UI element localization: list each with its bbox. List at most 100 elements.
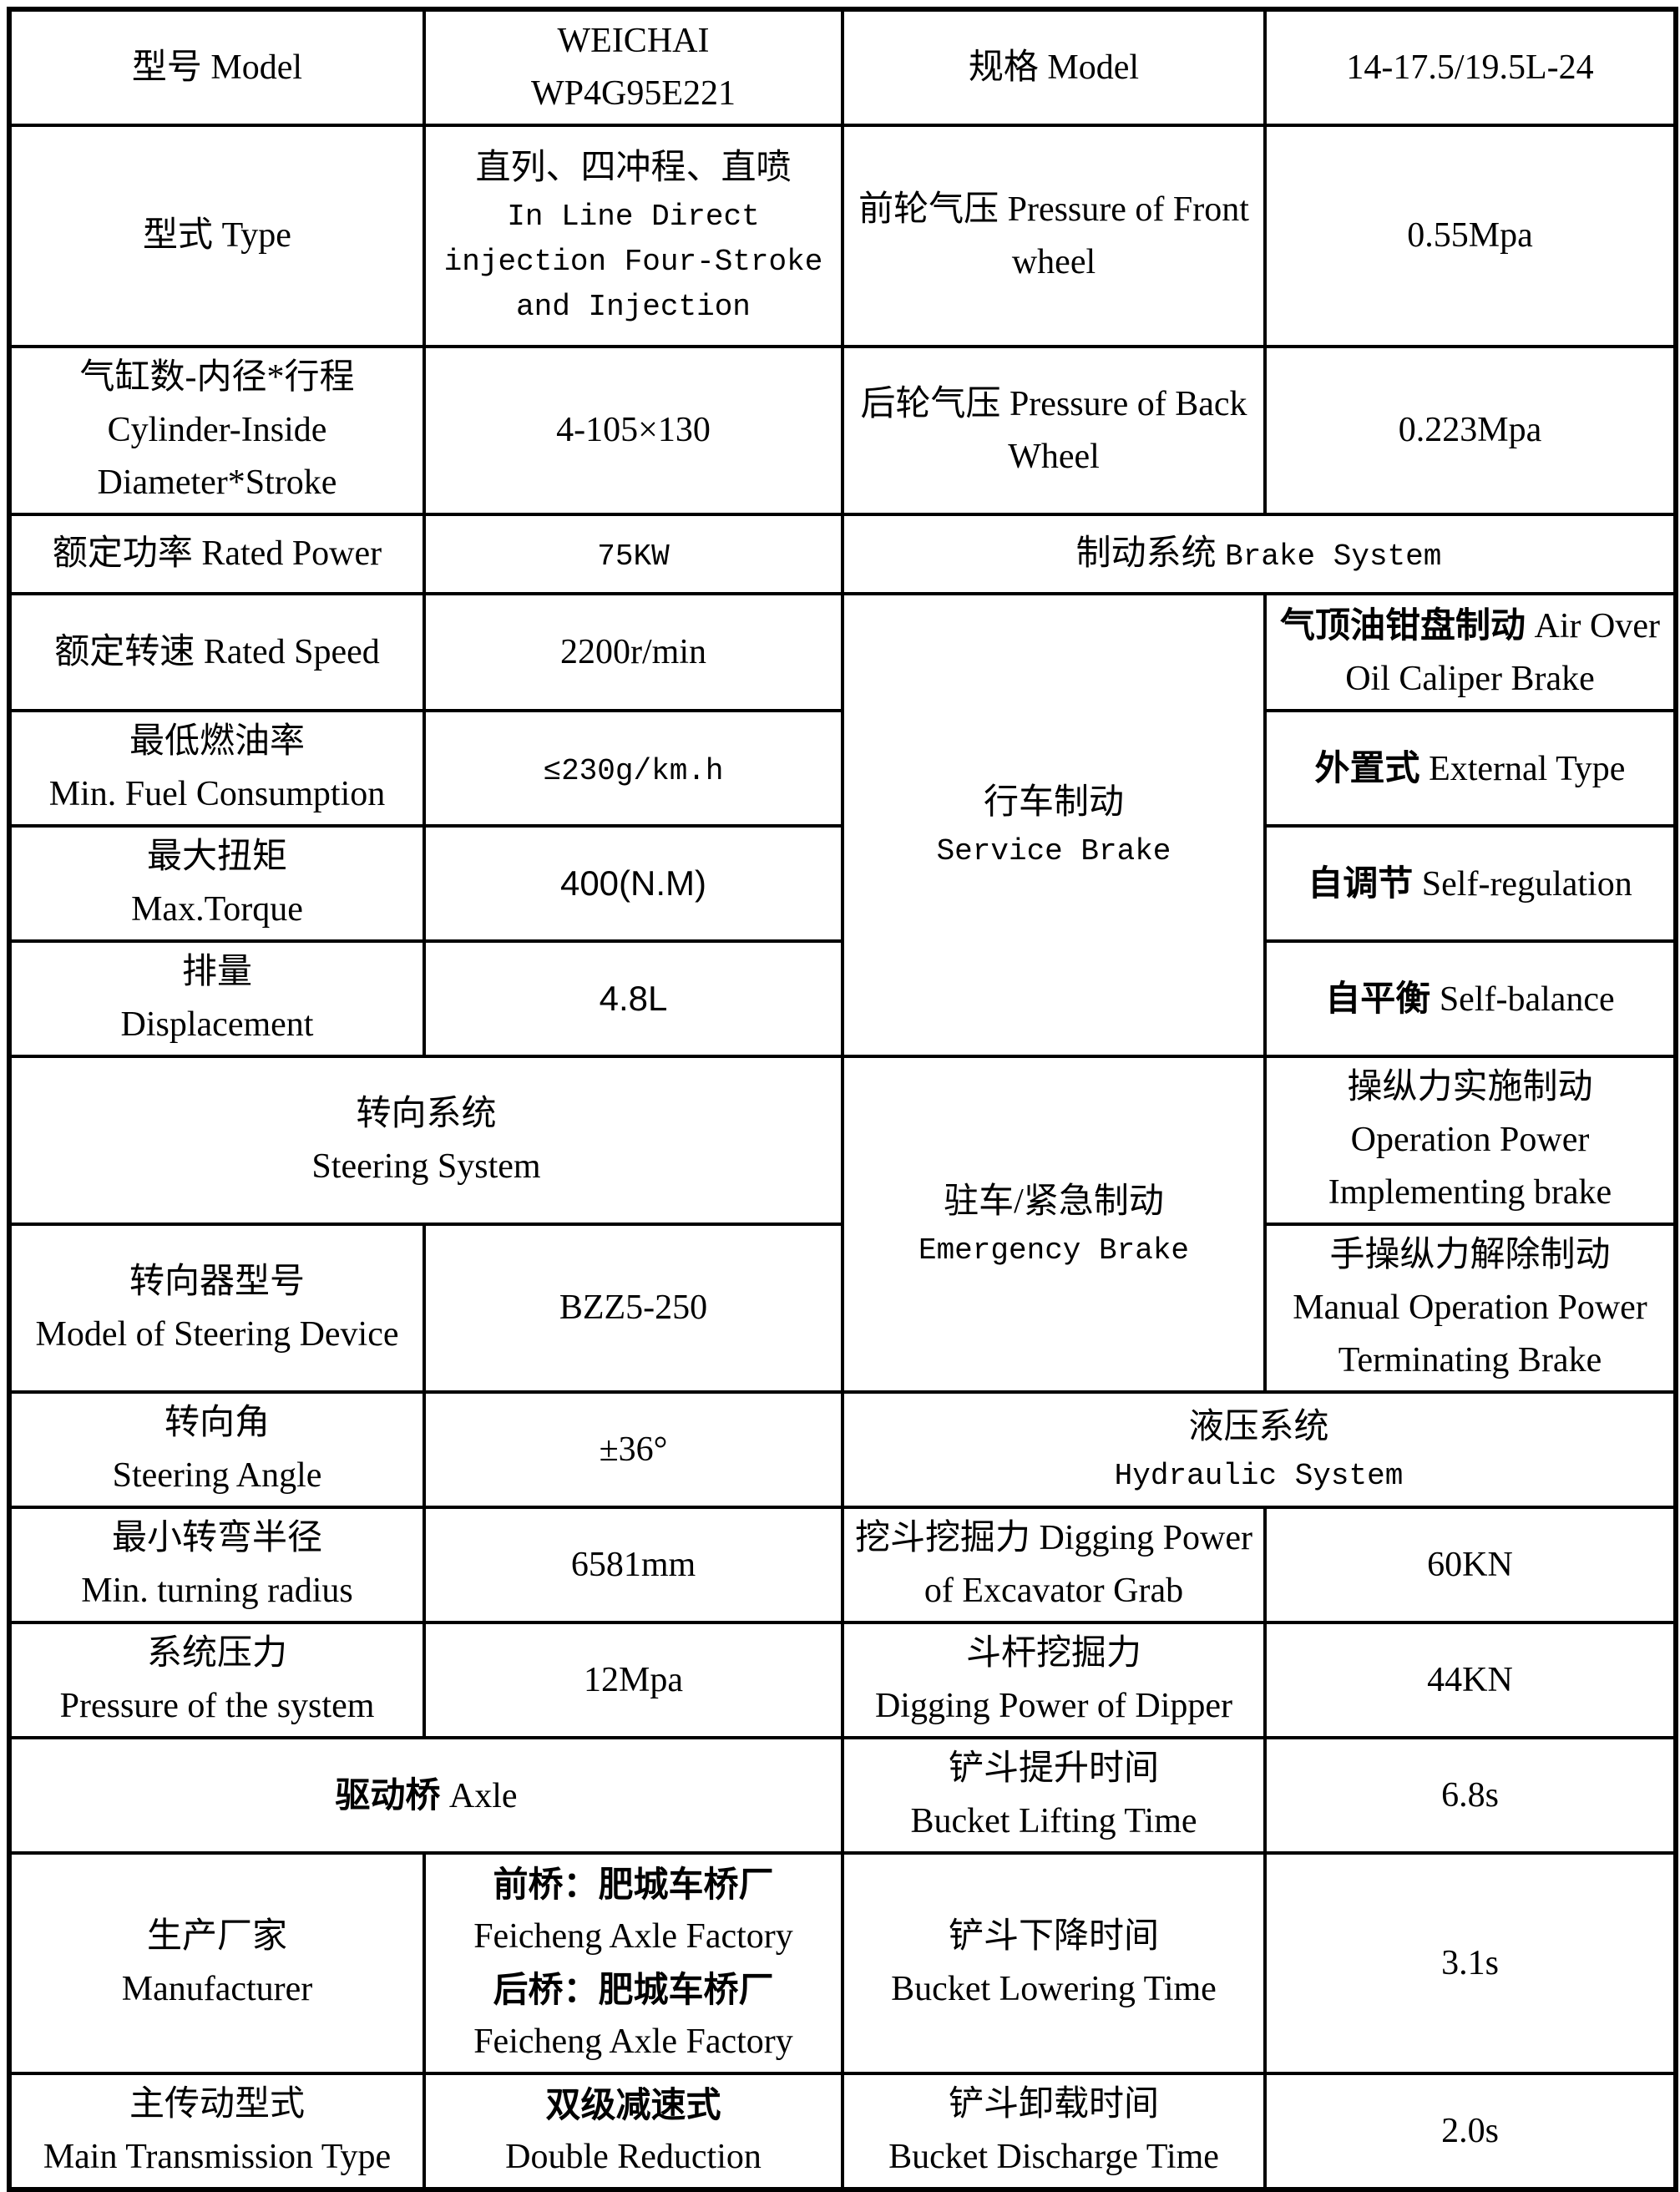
value-text: 3.1s (1441, 1943, 1499, 1982)
zh-text: 额定功率 (52, 534, 193, 573)
cell-bucket-lifting-value: 6.8s (1263, 1736, 1677, 1855)
value-text: 14-17.5/19.5L-24 (1346, 48, 1594, 87)
value-text: 75KW (597, 539, 670, 574)
zh-text: 操纵力实施制动 (1347, 1068, 1593, 1106)
zh-text: 后桥：肥城车桥厂 (493, 1970, 774, 2009)
table-row: 最小转弯半径 Min. turning radius 6581mm 挖斗挖掘力 … (8, 1506, 1677, 1624)
zh-text: 行车制动 (983, 782, 1124, 822)
table-row: 最低燃油率 Min. Fuel Consumption ≤230g/km.h 外… (8, 709, 1677, 828)
en-text: Digging Power of Dipper (874, 1687, 1233, 1725)
cell-manufacturer-value: 前桥：肥城车桥厂 Feicheng Axle Factory 后桥：肥城车桥厂 … (423, 1851, 844, 2075)
cell-hydraulic-system-header: 液压系统 Hydraulic System (841, 1390, 1677, 1509)
value-text: BZZ5-250 (559, 1288, 708, 1327)
cell-steering-device-value: BZZ5-250 (423, 1223, 844, 1394)
en-text: Manual Operation Power Terminating Brake (1293, 1288, 1647, 1379)
en-text: Model (210, 48, 303, 87)
en-text: Max.Torque (131, 890, 303, 929)
cell-self-balance: 自平衡 Self-balance (1263, 939, 1677, 1058)
line-text: WP4G95E221 (531, 74, 736, 113)
cell-turning-radius-value: 6581mm (423, 1506, 844, 1624)
zh-text: 前桥：肥城车桥厂 (493, 1865, 774, 1904)
table-row: 型式 Type 直列、四冲程、直喷 In Line Direct injecti… (8, 124, 1677, 348)
cell-front-wheel-pressure-label: 前轮气压 Pressure of Front wheel (841, 124, 1267, 348)
zh-text: 自平衡 (1325, 978, 1431, 1018)
value-text: 60KN (1427, 1545, 1513, 1584)
cell-service-brake-label: 行车制动 Service Brake (841, 592, 1267, 1058)
cell-excavator-grab-value: 60KN (1263, 1506, 1677, 1624)
table-row: 额定功率 Rated Power 75KW 制动系统 Brake System (8, 513, 1677, 595)
table-row: 生产厂家 Manufacturer 前桥：肥城车桥厂 Feicheng Axle… (8, 1851, 1677, 2075)
cell-operation-power: 操纵力实施制动 Operation Power Implementing bra… (1263, 1055, 1677, 1226)
en-text: Steering System (311, 1147, 541, 1186)
cell-model-label: 型号 Model (8, 8, 426, 127)
cell-bucket-lowering-label: 铲斗下降时间 Bucket Lowering Time (841, 1851, 1267, 2075)
zh-text: 自调节 (1308, 863, 1414, 903)
en-text: Self-regulation (1421, 864, 1632, 904)
zh-text: 铲斗提升时间 (948, 1749, 1159, 1788)
en-text: Feicheng Axle Factory (473, 1917, 793, 1956)
en-text: Rated Speed (203, 632, 380, 671)
cell-manual-operation: 手操纵力解除制动 Manual Operation Power Terminat… (1263, 1223, 1677, 1394)
en-text: Min. turning radius (81, 1572, 353, 1610)
en-text: Digging Power of Excavator Grab (923, 1519, 1252, 1610)
zh-text: 后轮气压 (860, 384, 1001, 423)
cell-displacement-value: 4.8L (423, 939, 844, 1058)
table-row: 驱动桥 Axle 铲斗提升时间 Bucket Lifting Time 6.8s (8, 1736, 1677, 1855)
en-text: Feicheng Axle Factory (473, 2022, 793, 2061)
cell-min-fuel-value: ≤230g/km.h (423, 709, 844, 828)
cell-manufacturer-label: 生产厂家 Manufacturer (8, 1851, 426, 2075)
en-text: Axle (448, 1776, 518, 1815)
cell-type-label: 型式 Type (8, 124, 426, 348)
cell-engine-model: WEICHAI WP4G95E221 (423, 8, 844, 127)
en-text: Rated Power (201, 534, 382, 573)
zh-text: 最大扭矩 (146, 838, 287, 876)
cell-rated-speed-value: 2200r/min (423, 592, 844, 712)
table-row: 主传动型式 Main Transmission Type 双级减速式 Doubl… (8, 2072, 1677, 2191)
cell-excavator-grab-label: 挖斗挖掘力 Digging Power of Excavator Grab (841, 1506, 1267, 1624)
cell-dipper-value: 44KN (1263, 1621, 1677, 1739)
zh-text: 排量 (181, 953, 252, 991)
cell-dipper-label: 斗杆挖掘力 Digging Power of Dipper (841, 1621, 1267, 1739)
zh-text: 铲斗卸载时间 (948, 2085, 1159, 2124)
zh-text: 最低燃油率 (129, 722, 305, 761)
cell-front-wheel-pressure-value: 0.55Mpa (1263, 124, 1677, 348)
value-text: 44KN (1427, 1660, 1513, 1699)
zh-text: 规格 (968, 48, 1039, 87)
en-text: Bucket Lifting Time (910, 1802, 1197, 1840)
cell-steering-device-label: 转向器型号 Model of Steering Device (8, 1223, 426, 1394)
zh-text: 双级减速式 (545, 2085, 721, 2124)
cell-external-type: 外置式 External Type (1263, 709, 1677, 828)
en-text: Hydraulic System (1114, 1458, 1404, 1493)
line-text: WEICHAI (557, 22, 710, 60)
en-text: In Line Direct injection Four-Stroke and… (443, 200, 823, 324)
zh-text: 转向系统 (356, 1094, 497, 1133)
cell-max-torque-label: 最大扭矩 Max.Torque (8, 824, 426, 943)
value-text: ≤230g/km.h (543, 753, 724, 788)
zh-text: 气缸数-内径*行程 (79, 358, 355, 397)
value-text: 6581mm (570, 1545, 696, 1584)
value-text: 400(N.M) (559, 863, 707, 903)
zh-text: 主传动型式 (129, 2085, 305, 2124)
table-row: 转向器型号 Model of Steering Device BZZ5-250 … (8, 1223, 1677, 1394)
value-text: 0.223Mpa (1398, 411, 1542, 449)
en-text: Displacement (120, 1005, 314, 1044)
cell-steering-system-header: 转向系统 Steering System (8, 1055, 844, 1226)
cell-steering-angle-value: ±36° (423, 1390, 844, 1509)
en-text: Pressure of Front wheel (1007, 190, 1249, 281)
en-text: External Type (1429, 749, 1626, 788)
cell-emergency-brake-label: 驻车/紧急制动 Emergency Brake (841, 1055, 1267, 1394)
zh-text: 直列、四冲程、直喷 (475, 149, 792, 187)
zh-text: 挖斗挖掘力 (854, 1519, 1030, 1557)
zh-text: 型式 (143, 216, 214, 255)
cell-self-regulation: 自调节 Self-regulation (1263, 824, 1677, 943)
en-text: Operation Power Implementing brake (1328, 1121, 1612, 1212)
zh-text: 型号 (131, 48, 202, 87)
cell-turning-radius-label: 最小转弯半径 Min. turning radius (8, 1506, 426, 1624)
table-row: 型号 Model WEICHAI WP4G95E221 规格 Model 14-… (8, 8, 1677, 127)
cell-system-pressure-value: 12Mpa (423, 1621, 844, 1739)
cell-system-pressure-label: 系统压力 Pressure of the system (8, 1621, 426, 1739)
cell-axle-header: 驱动桥 Axle (8, 1736, 844, 1855)
cell-displacement-label: 排量 Displacement (8, 939, 426, 1058)
zh-text: 驻车/紧急制动 (944, 1182, 1164, 1221)
